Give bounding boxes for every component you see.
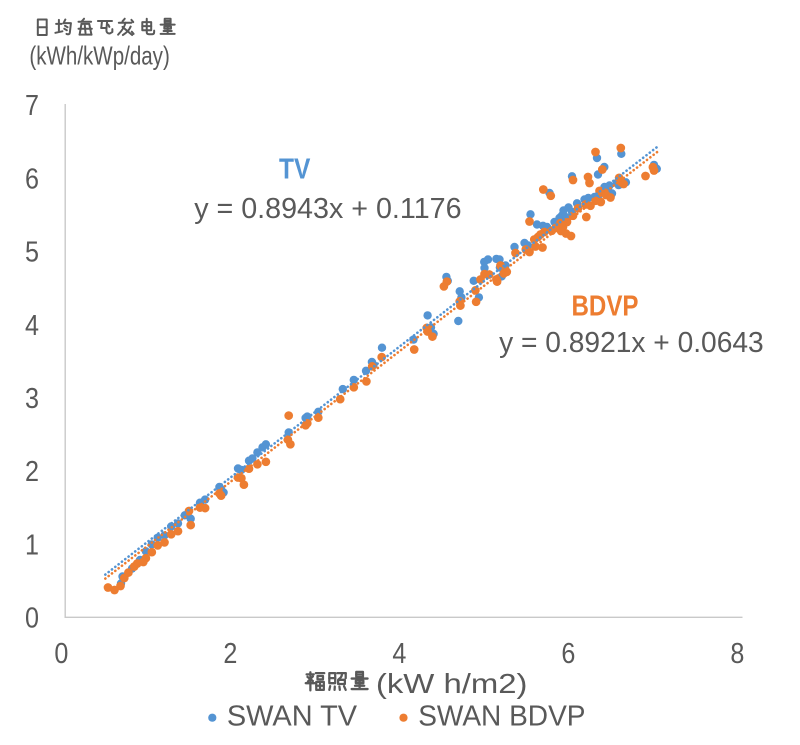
- svg-text:6: 6: [25, 163, 39, 195]
- svg-text:TV: TV: [279, 154, 311, 186]
- svg-text:SWAN TV: SWAN TV: [227, 701, 358, 733]
- svg-text:0: 0: [54, 638, 68, 670]
- svg-text:2: 2: [25, 456, 39, 488]
- svg-text:4: 4: [25, 310, 39, 342]
- svg-text:BDVP: BDVP: [572, 291, 639, 323]
- svg-text:7: 7: [25, 90, 39, 122]
- svg-text:4: 4: [392, 638, 406, 670]
- svg-text:3: 3: [25, 383, 39, 415]
- svg-text:5: 5: [25, 237, 39, 269]
- svg-text:y = 0.8943x + 0.1176: y = 0.8943x + 0.1176: [194, 193, 461, 225]
- svg-text:2: 2: [223, 638, 237, 670]
- svg-text:1: 1: [25, 530, 39, 562]
- svg-text:(kWh/kWp/day): (kWh/kWp/day): [29, 41, 169, 71]
- svg-text:y = 0.8921x + 0.0643: y = 0.8921x + 0.0643: [499, 327, 764, 359]
- svg-text:8: 8: [730, 638, 744, 670]
- svg-text:(kW h/m2): (kW h/m2): [376, 668, 528, 699]
- svg-text:0: 0: [25, 603, 39, 635]
- svg-text:6: 6: [561, 638, 575, 670]
- svg-text:SWAN BDVP: SWAN BDVP: [418, 701, 585, 733]
